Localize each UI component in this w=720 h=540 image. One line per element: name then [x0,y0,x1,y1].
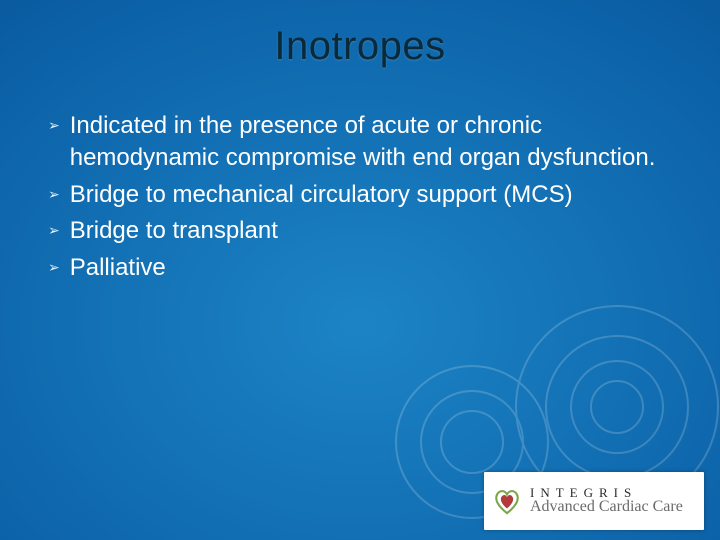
bullet-text: Bridge to mechanical circulatory support… [70,179,660,211]
bullet-arrow-icon: ➢ [48,185,60,204]
slide-title: Inotropes [0,24,720,69]
logo-text: INTEGRIS Advanced Cardiac Care [530,486,696,516]
bullet-list: ➢ Indicated in the presence of acute or … [48,110,660,288]
bullet-arrow-icon: ➢ [48,116,60,135]
bullet-text: Bridge to transplant [70,215,660,247]
logo-line2: Advanced Cardiac Care [530,499,696,516]
list-item: ➢ Bridge to transplant [48,215,660,247]
slide: Inotropes ➢ Indicated in the presence of… [0,0,720,540]
bullet-text: Indicated in the presence of acute or ch… [70,110,660,175]
list-item: ➢ Indicated in the presence of acute or … [48,110,660,175]
list-item: ➢ Bridge to mechanical circulatory suppo… [48,179,660,211]
bullet-arrow-icon: ➢ [48,221,60,240]
logo-card: INTEGRIS Advanced Cardiac Care [484,472,704,530]
logo-line1: INTEGRIS [530,486,696,500]
list-item: ➢ Palliative [48,252,660,284]
bullet-text: Palliative [70,252,660,284]
bullet-arrow-icon: ➢ [48,258,60,277]
heart-logo-icon [492,486,522,516]
